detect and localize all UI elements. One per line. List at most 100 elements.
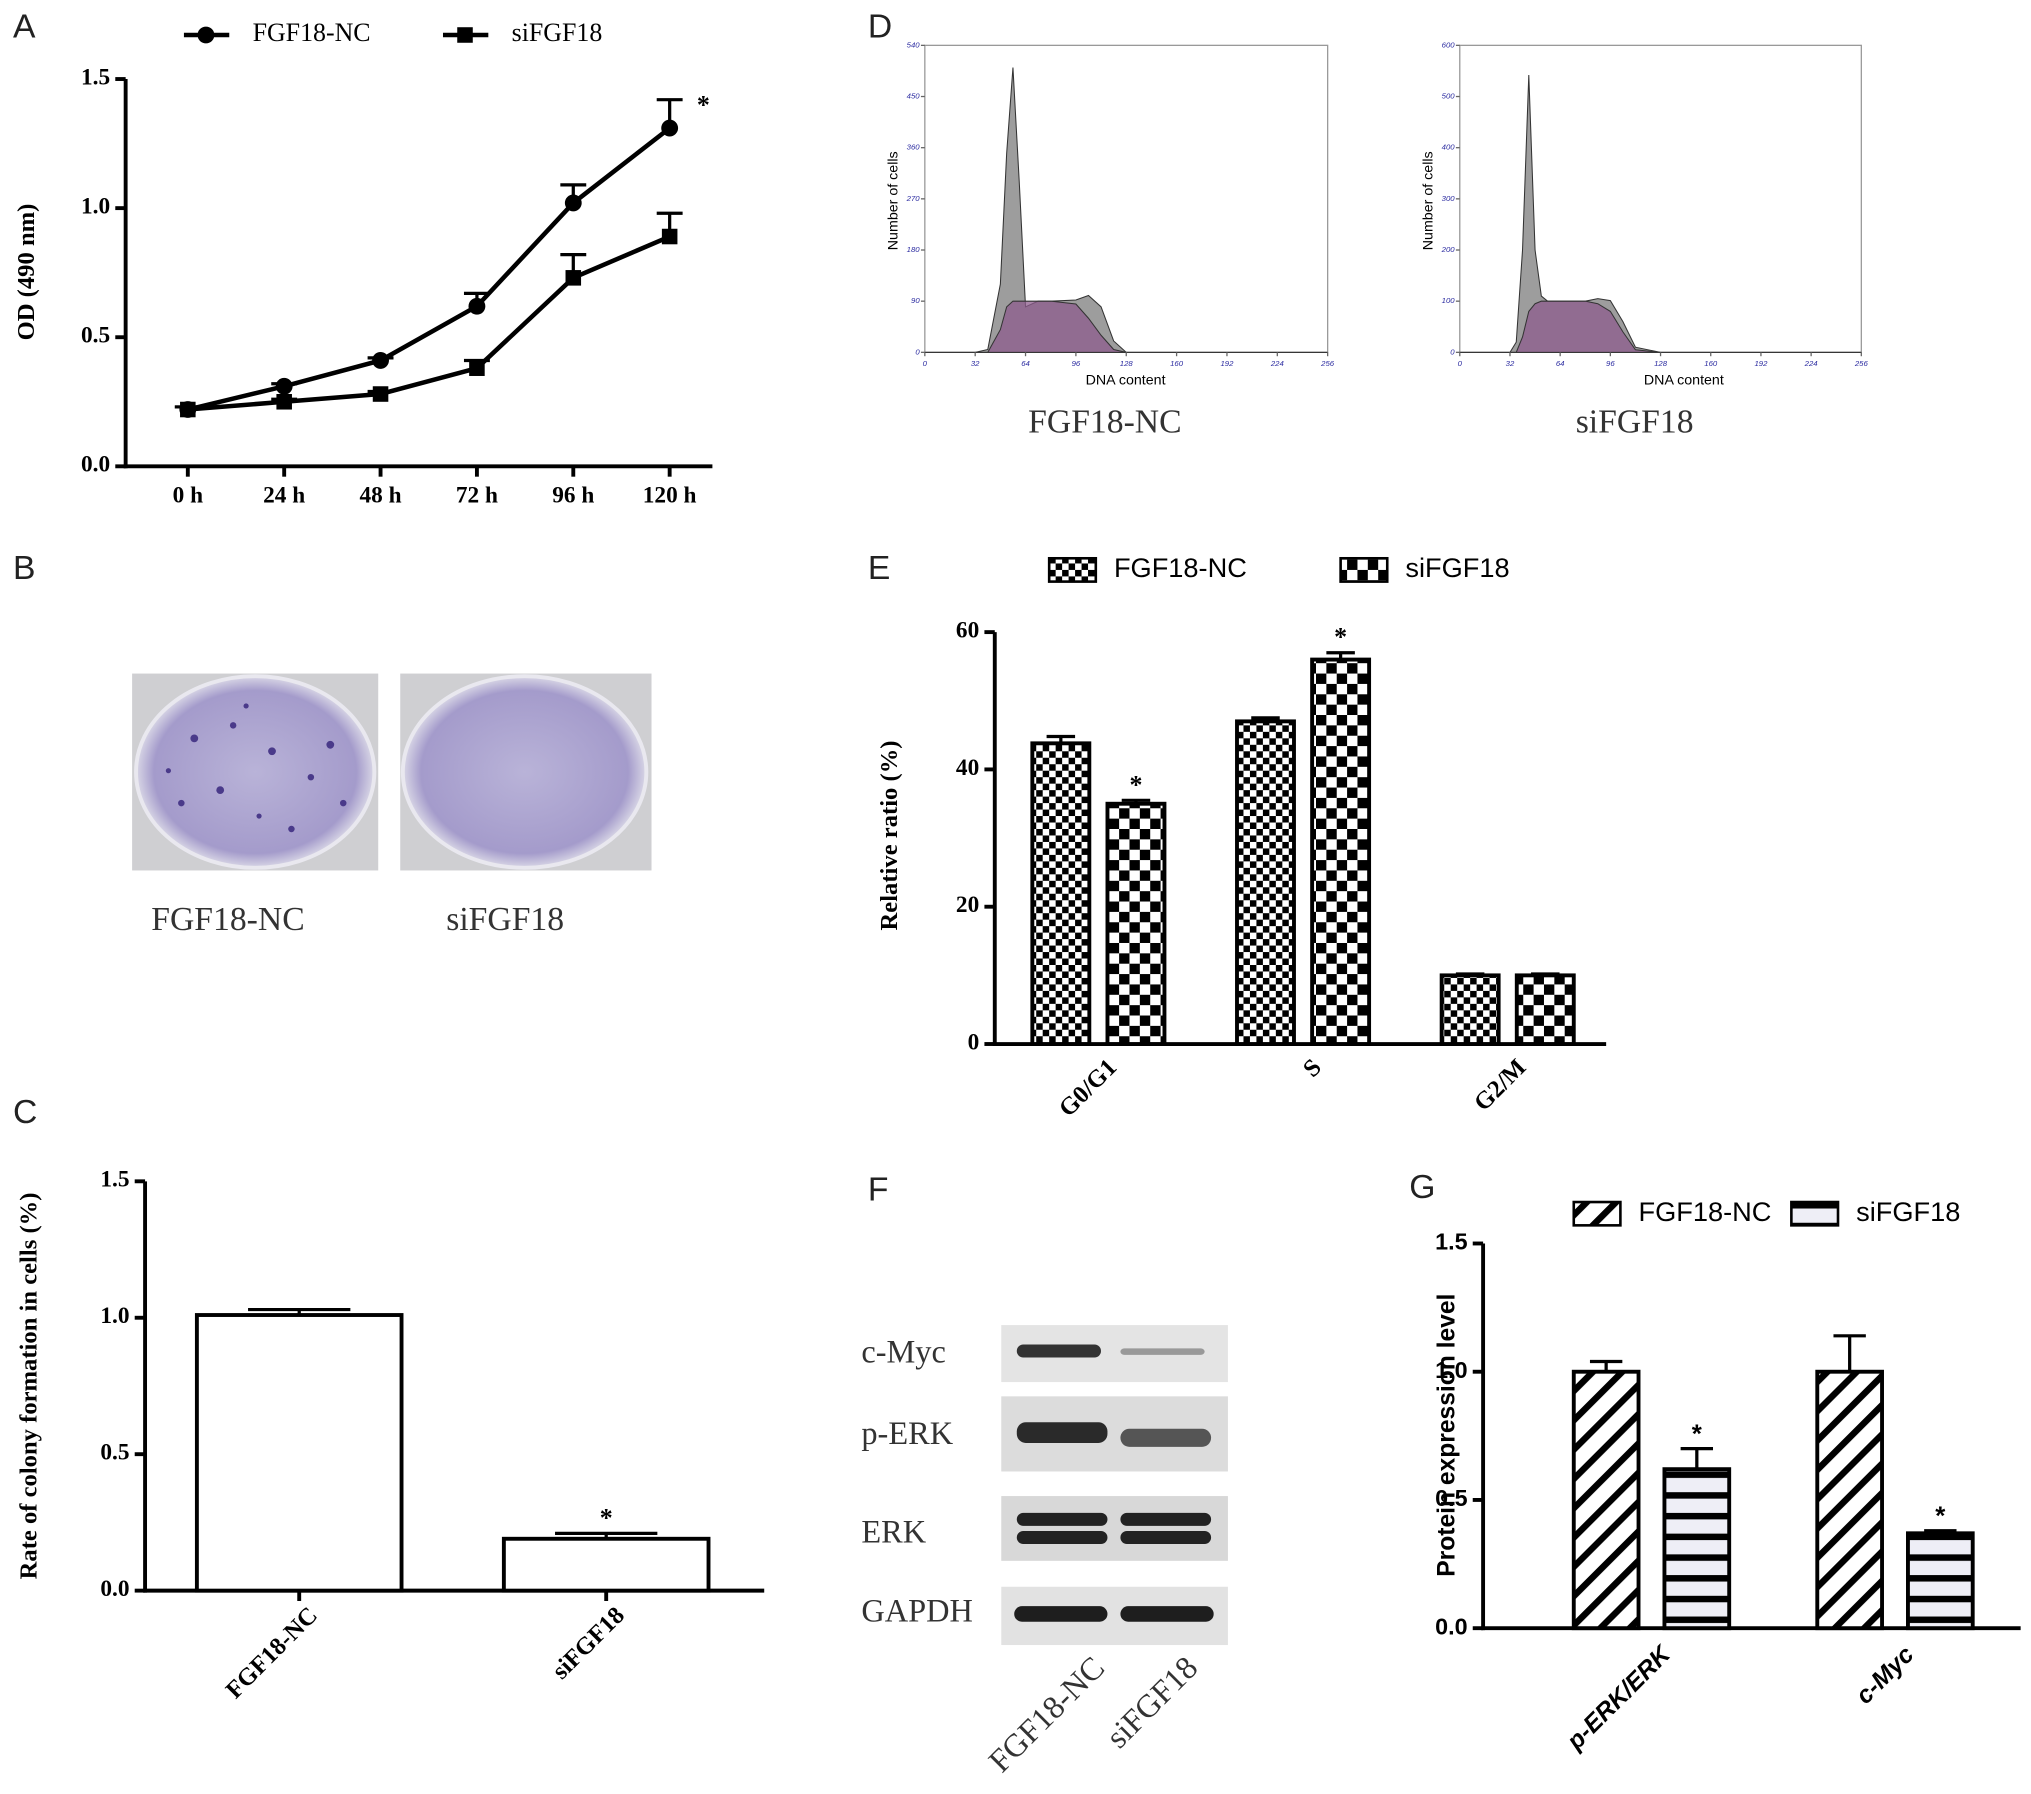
protein-label: p-ERK xyxy=(861,1416,953,1452)
bar xyxy=(501,1536,711,1593)
marker xyxy=(180,401,196,418)
y-tick-label: 0 xyxy=(1450,347,1455,356)
x-tick-label: 96 xyxy=(1072,359,1081,368)
y-tick-label: 0 xyxy=(915,347,920,356)
colony-photo xyxy=(400,673,652,871)
bar xyxy=(1030,741,1092,1046)
marker xyxy=(468,297,486,315)
chart: 0.0 0.5 1.0 1.5 Protein expression level p-ER… xyxy=(1434,1196,2021,1756)
legend-label: FGF18-NC xyxy=(1114,552,1247,583)
histogram-area xyxy=(1459,300,1862,353)
bar xyxy=(1662,1467,1732,1631)
legend-label: FGF18-NC xyxy=(253,18,371,47)
legend-label: siFGF18 xyxy=(1856,1196,1960,1227)
bar xyxy=(1310,657,1372,1046)
legend-label: FGF18-NC xyxy=(1639,1196,1772,1227)
x-tick-label: 0 h xyxy=(173,483,203,509)
y-tick-label: 0.5 xyxy=(81,323,110,349)
series-line xyxy=(187,126,672,412)
y-tick-label: 400 xyxy=(1442,143,1456,152)
chart: 0 32 64 96 128 160 192 224 256 0 90 180 270 360 450 540… xyxy=(886,40,1335,440)
panel-label: F xyxy=(868,1172,889,1209)
y-tick-label: 90 xyxy=(911,296,920,305)
y-tick-label: 1.0 xyxy=(81,193,110,219)
lane-label: FGF18-NC xyxy=(982,1650,1112,1780)
y-axis-label: Relative ratio (%) xyxy=(876,740,903,930)
marker xyxy=(661,119,679,137)
x-tick-label: 160 xyxy=(1170,359,1184,368)
panel-label: B xyxy=(13,550,35,587)
legend-label: siFGF18 xyxy=(512,18,603,47)
bar xyxy=(1815,1369,1884,1631)
marker xyxy=(564,194,582,212)
y-tick-label: 180 xyxy=(907,245,921,254)
x-tick-label: p-ERK/ERK xyxy=(1561,1640,1677,1756)
bar xyxy=(194,1313,404,1593)
legend-swatch xyxy=(1572,1200,1622,1227)
bar xyxy=(1439,973,1501,1046)
x-tick-label: 224 xyxy=(1804,359,1819,368)
x-tick-label: 24 h xyxy=(263,483,305,509)
protein-label: GAPDH xyxy=(861,1593,973,1629)
x-tick-label: 48 h xyxy=(360,483,402,509)
y-tick-label: 270 xyxy=(906,194,921,203)
x-axis-label: DNA content xyxy=(1086,373,1166,389)
y-tick-label: 200 xyxy=(1441,245,1456,254)
x-axis-label: DNA content xyxy=(1644,373,1724,389)
y-tick-label: 1.5 xyxy=(1435,1229,1467,1255)
y-tick-label: 600 xyxy=(1442,40,1456,49)
y-tick-label: 360 xyxy=(907,143,921,152)
y-tick-label: 0.5 xyxy=(100,1440,129,1466)
marker xyxy=(276,393,292,410)
legend-marker xyxy=(197,26,215,44)
y-axis-label: Number of cells xyxy=(886,151,902,250)
x-tick-label: 0 xyxy=(923,359,928,368)
y-axis-label: Rate of colony formation in cells (%) xyxy=(16,1193,43,1580)
chart: 0.0 0.5 1.0 1.5 Rate of colony formation in … xyxy=(16,1167,765,1704)
x-tick-label: 192 xyxy=(1754,359,1768,368)
lane-label: siFGF18 xyxy=(1100,1650,1206,1756)
blot-image xyxy=(1001,1325,1228,1646)
x-tick-label: 64 xyxy=(1556,359,1565,368)
y-tick-label: 0.0 xyxy=(1435,1613,1467,1639)
legend-label: siFGF18 xyxy=(1405,552,1509,583)
x-tick-label: c-Myc xyxy=(1851,1641,1920,1710)
y-axis-label: Protein expression level xyxy=(1434,1294,1461,1577)
panel-label: G xyxy=(1409,1169,1435,1206)
y-tick-label: 1.5 xyxy=(81,64,110,90)
y-tick-label: 450 xyxy=(907,92,921,101)
panel-label: D xyxy=(868,8,892,45)
chart: 0 32 64 96 128 160 192 224 256 0 100 200 300 400 500 60… xyxy=(1420,40,1868,440)
bar xyxy=(1571,1369,1641,1631)
y-tick-label: 1.0 xyxy=(100,1303,129,1329)
significance-mark: * xyxy=(1129,770,1142,799)
bar xyxy=(1906,1531,1975,1631)
histogram-area xyxy=(924,67,1328,353)
x-tick-label: 96 h xyxy=(552,483,594,509)
x-tick-label: G2/M xyxy=(1469,1054,1532,1117)
chart-caption: FGF18-NC xyxy=(1028,404,1181,441)
chart: 0.0 0.5 1.0 1.5 OD (490 nm) 0 h 24 h 48 h 72 h 96… xyxy=(13,18,713,509)
y-tick-label: 20 xyxy=(956,892,979,918)
significance-mark: * xyxy=(697,90,710,119)
x-tick-label: 128 xyxy=(1120,359,1134,368)
x-tick-label: 32 xyxy=(1506,359,1515,368)
marker xyxy=(661,228,678,245)
y-tick-label: 0.0 xyxy=(81,452,110,478)
significance-mark: * xyxy=(1334,623,1347,652)
protein-label: c-Myc xyxy=(861,1334,945,1370)
chart: 0 20 40 60 Relative ratio (%) G0/G1 S G2/M FGF18… xyxy=(876,552,1607,1122)
significance-mark: * xyxy=(1935,1503,1946,1531)
y-tick-label: 540 xyxy=(907,40,921,49)
legend-swatch xyxy=(1047,556,1098,583)
x-tick-label: FGF18-NC xyxy=(221,1602,323,1704)
protein-label: ERK xyxy=(861,1514,926,1550)
x-tick-label: 256 xyxy=(1320,359,1335,368)
x-tick-label: 120 h xyxy=(643,483,697,509)
y-tick-label: 0.0 xyxy=(100,1576,129,1602)
y-axis-label: Number of cells xyxy=(1420,151,1436,250)
image-caption: siFGF18 xyxy=(446,901,564,938)
x-tick-label: siFGF18 xyxy=(547,1602,630,1685)
histogram-area xyxy=(1459,75,1862,353)
y-tick-label: 300 xyxy=(1442,194,1456,203)
